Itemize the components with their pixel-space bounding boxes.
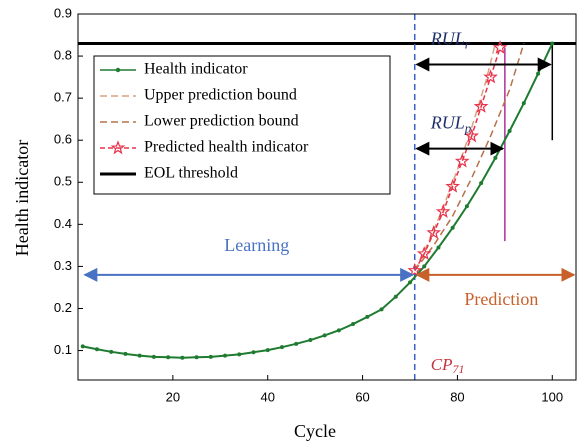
data-point — [479, 181, 484, 186]
y-tick-label: 0.8 — [54, 48, 72, 63]
annotation-text: Prediction — [464, 289, 538, 309]
y-axis-label: Health indicator — [12, 140, 32, 256]
data-point — [493, 155, 498, 160]
data-point — [294, 341, 299, 346]
data-point — [454, 153, 470, 168]
annotation-label: RULp — [430, 113, 472, 136]
cp-subscript: 71 — [452, 362, 464, 376]
data-point — [251, 350, 256, 355]
legend-box — [93, 55, 391, 195]
data-point — [365, 314, 370, 319]
x-axis-label: Cycle — [294, 421, 336, 441]
data-point — [450, 225, 455, 230]
data-point — [436, 245, 441, 250]
data-point — [379, 307, 384, 312]
legend-label: Health indicator — [144, 61, 248, 78]
data-point — [473, 98, 489, 113]
series-line — [414, 43, 497, 271]
legend-label: Upper prediction bound — [144, 87, 297, 104]
data-point — [483, 69, 498, 84]
data-point — [80, 344, 85, 349]
plot-frame — [77, 13, 577, 381]
data-point — [435, 203, 451, 219]
data-point — [137, 353, 142, 358]
annotation-subscript: p — [464, 121, 472, 136]
legend-label: EOL threshold — [144, 165, 238, 182]
x-tick-label: 20 — [166, 389, 180, 404]
legend-label: Lower prediction bound — [144, 113, 299, 130]
data-point — [351, 322, 356, 327]
legend-marker — [110, 140, 126, 155]
legend-label: Predicted health indicator — [144, 139, 309, 156]
annotation-text: RUL — [430, 113, 465, 133]
y-tick-label: 0.5 — [54, 174, 72, 189]
change-point-label: CP71 — [431, 355, 465, 376]
data-point — [109, 349, 114, 354]
data-point — [426, 225, 442, 239]
x-tick-label: 100 — [541, 389, 563, 404]
annotation-label: Prediction — [464, 289, 538, 309]
y-tick-label: 0.6 — [54, 132, 72, 147]
data-point — [194, 355, 199, 360]
x-tick-label: 40 — [260, 389, 274, 404]
data-point — [322, 333, 327, 338]
data-point — [151, 354, 156, 359]
legend: Health indicator Upper prediction bound Lo… — [93, 55, 391, 195]
data-point — [416, 246, 432, 260]
data-point — [464, 204, 469, 209]
data-point — [265, 348, 270, 353]
x-tick-label: 60 — [355, 389, 369, 404]
data-point — [408, 280, 412, 285]
legend-marker — [115, 67, 121, 73]
y-tick-label: 0.7 — [54, 90, 72, 105]
series-line — [82, 43, 554, 359]
data-point — [166, 355, 171, 360]
data-point — [123, 351, 128, 356]
data-point — [94, 347, 99, 352]
annotation-label: Learning — [224, 235, 289, 255]
data-point — [208, 354, 213, 359]
data-point — [308, 338, 313, 343]
annotation-subscript: r — [465, 36, 471, 51]
y-tick-label: 0.3 — [54, 258, 72, 273]
data-point — [464, 128, 480, 143]
series-line — [414, 47, 501, 271]
y-tick-label: 0.9 — [54, 5, 72, 20]
annotation-label: RULr — [430, 29, 471, 52]
data-point — [223, 353, 228, 358]
data-point — [536, 71, 541, 76]
data-point — [393, 294, 398, 299]
data-point — [422, 264, 427, 269]
data-point — [279, 345, 284, 350]
x-tick-label: 80 — [450, 389, 464, 404]
y-tick-label: 0.2 — [54, 300, 72, 315]
data-point — [180, 355, 185, 360]
annotation-text: RUL — [430, 29, 465, 49]
y-tick-label: 0.1 — [54, 342, 72, 357]
cp-text: CP — [431, 355, 453, 374]
data-point — [237, 352, 242, 357]
annotation-text: Learning — [224, 235, 289, 255]
data-point — [521, 101, 526, 106]
data-point — [336, 328, 341, 333]
data-point — [550, 41, 555, 46]
data-point — [492, 40, 508, 54]
data-point — [507, 128, 512, 133]
data-point — [445, 178, 460, 193]
y-tick-label: 0.4 — [54, 216, 72, 231]
